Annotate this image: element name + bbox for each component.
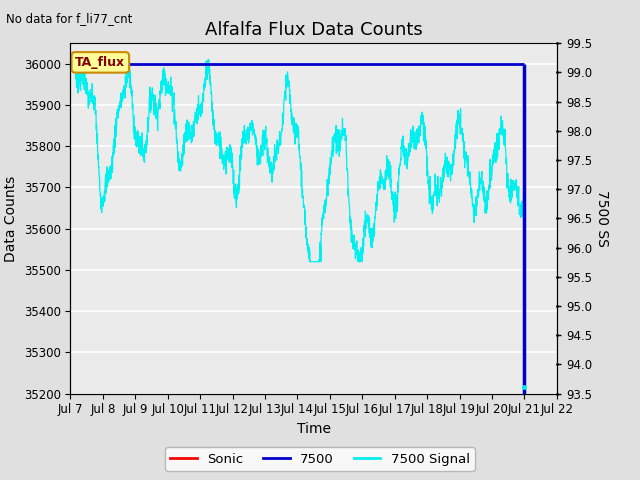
Legend: Sonic, 7500, 7500 Signal: Sonic, 7500, 7500 Signal xyxy=(165,447,475,471)
Y-axis label: Data Counts: Data Counts xyxy=(4,175,18,262)
Text: No data for f_li77_cnt: No data for f_li77_cnt xyxy=(6,12,132,25)
Y-axis label: 7500 SS: 7500 SS xyxy=(595,190,609,247)
Text: TA_flux: TA_flux xyxy=(76,56,125,69)
X-axis label: Time: Time xyxy=(296,422,331,436)
Title: Alfalfa Flux Data Counts: Alfalfa Flux Data Counts xyxy=(205,21,422,39)
